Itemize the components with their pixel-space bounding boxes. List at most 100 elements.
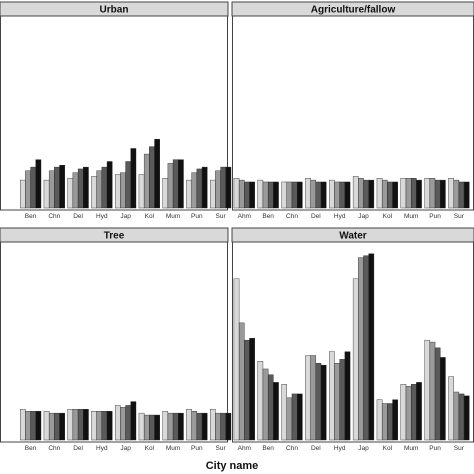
bar <box>101 166 108 209</box>
facet-title: Agriculture/fallow <box>311 5 396 16</box>
bar <box>77 168 84 209</box>
bar <box>453 391 460 441</box>
facet-title: Tree <box>104 231 125 242</box>
x-tick-label: Ben <box>25 213 37 220</box>
bar <box>257 361 264 441</box>
bar <box>376 399 383 441</box>
bar <box>30 166 36 209</box>
bar <box>400 384 407 441</box>
bar <box>416 179 422 209</box>
x-tick-label: Ben <box>25 445 37 452</box>
x-tick-label: Sur <box>454 445 465 452</box>
bar <box>220 412 226 441</box>
bar <box>315 181 322 209</box>
bar <box>209 179 216 209</box>
bar <box>352 176 359 209</box>
bar <box>201 412 208 441</box>
bar <box>267 181 274 209</box>
bar <box>178 412 184 441</box>
bar <box>281 384 287 441</box>
x-tick-label: Ahm <box>238 445 251 452</box>
facet-title: Water <box>339 231 367 242</box>
bar <box>43 411 50 441</box>
x-tick-label: Pun <box>191 213 203 220</box>
x-tick-label: Pun <box>429 213 441 220</box>
bar <box>429 341 436 441</box>
bar <box>238 179 245 209</box>
bar <box>54 166 60 209</box>
bar <box>178 159 184 209</box>
bar <box>405 178 412 209</box>
x-tick-label: Sur <box>216 445 227 452</box>
x-tick-label: Del <box>311 213 321 220</box>
bar <box>291 181 298 209</box>
bar <box>25 411 31 441</box>
bar <box>72 172 79 209</box>
facet-panel: Urban Ben Chn Del Hyd Jap Kol Mum Pun Sur <box>0 1 232 220</box>
x-tick-label: Hyd <box>334 445 346 452</box>
bar <box>424 178 431 209</box>
bar <box>120 407 126 441</box>
bar <box>19 179 26 209</box>
bar <box>172 412 179 441</box>
bar <box>72 409 79 441</box>
bar <box>233 178 240 209</box>
bar <box>233 278 240 441</box>
bar <box>149 146 155 209</box>
bar <box>405 386 412 441</box>
x-tick-label: Jap <box>358 445 369 452</box>
bar <box>167 412 174 441</box>
x-tick-label: Ben <box>262 213 274 220</box>
x-tick-label: Pun <box>191 445 203 452</box>
bar <box>463 181 470 209</box>
bar <box>363 179 369 209</box>
bar <box>434 347 441 441</box>
bar <box>453 179 460 209</box>
bar <box>167 163 174 209</box>
bar <box>392 181 398 209</box>
bar <box>48 412 55 441</box>
bar <box>387 403 393 441</box>
plot-area <box>0 241 228 443</box>
bar <box>267 374 274 441</box>
bar <box>143 153 150 209</box>
x-tick-label: Pun <box>429 445 441 452</box>
bar <box>225 166 232 209</box>
bar <box>320 181 327 209</box>
bar <box>458 393 465 441</box>
bar <box>91 411 97 441</box>
bar <box>114 174 121 209</box>
bar <box>19 409 26 441</box>
bar <box>162 411 169 441</box>
x-tick-label: Jap <box>120 445 131 452</box>
bar <box>411 384 417 441</box>
x-tick-label: Chn <box>286 445 298 452</box>
bar <box>215 170 221 209</box>
x-tick-label: Mum <box>404 445 418 452</box>
bar <box>411 178 417 209</box>
x-tick-label: Kol <box>383 213 393 220</box>
bar <box>143 414 150 441</box>
bar <box>96 411 103 441</box>
x-tick-label: Chn <box>286 213 298 220</box>
x-tick-label: Ben <box>262 445 274 452</box>
bar <box>48 170 55 209</box>
bar <box>296 181 303 209</box>
facet-title: Urban <box>100 5 129 16</box>
bar <box>35 159 42 209</box>
x-tick-label: Sur <box>216 213 227 220</box>
bar <box>162 178 169 209</box>
bar <box>448 178 454 209</box>
x-tick-label: Kol <box>383 445 393 452</box>
bar <box>138 174 145 209</box>
bar <box>273 382 279 441</box>
x-tick-label: Mum <box>166 213 180 220</box>
bar <box>358 257 364 441</box>
x-tick-label: Chn <box>48 213 60 220</box>
bar <box>25 170 31 209</box>
x-tick-label: Hyd <box>96 445 108 452</box>
bar <box>416 382 422 441</box>
bar <box>138 412 145 441</box>
bar <box>329 179 335 209</box>
